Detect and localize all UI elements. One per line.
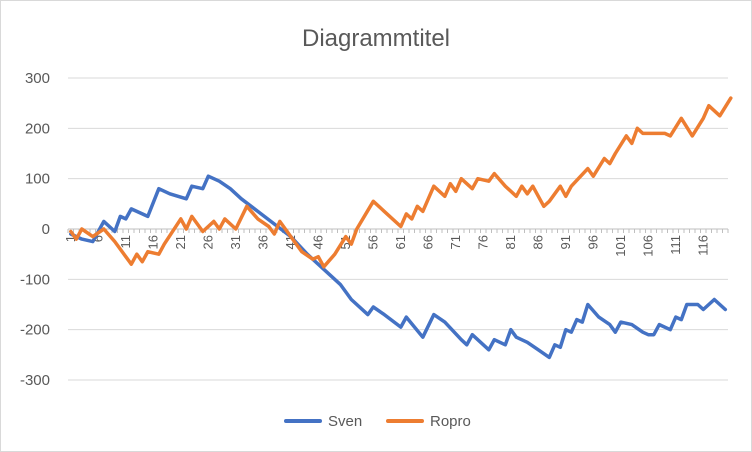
y-tick-label: 300 (25, 70, 50, 87)
y-tick-label: 0 (42, 221, 50, 238)
x-tick-label: 21 (173, 235, 188, 249)
x-tick-label: 111 (668, 235, 683, 255)
y-axis: 300 200 100 0 -100 -200 -300 (20, 70, 50, 389)
x-tick-label: 46 (310, 235, 325, 249)
x-tick-label: 116 (695, 235, 710, 256)
x-tick-label: 76 (475, 235, 490, 249)
x-tick-label: 16 (145, 235, 160, 249)
x-tick-label: 96 (585, 235, 600, 249)
legend: Sven Ropro (284, 413, 471, 430)
x-tick-label: 106 (640, 235, 655, 257)
chart-title: Diagrammtitel (302, 25, 450, 52)
series-line-ropro (69, 96, 733, 269)
legend-label-ropro: Ropro (430, 413, 471, 430)
y-tick-label: -300 (20, 372, 50, 389)
x-tick-label: 1 (63, 235, 78, 242)
x-tick-label: 6 (90, 235, 105, 242)
gridlines (68, 77, 728, 381)
legend-entry-ropro: Ropro (386, 413, 471, 430)
x-tick-label: 56 (365, 235, 380, 249)
legend-entry-sven: Sven (284, 413, 362, 430)
y-tick-label: 200 (25, 120, 50, 137)
y-tick-label: -200 (20, 322, 50, 339)
x-tick-label: 11 (118, 235, 133, 249)
series-line-sven (69, 174, 728, 360)
x-tick-label: 26 (200, 235, 215, 249)
legend-label-sven: Sven (328, 413, 362, 430)
y-tick-label: -100 (20, 271, 50, 288)
x-tick-label: 66 (420, 235, 435, 249)
x-tick-label: 81 (503, 235, 518, 249)
x-tick-label: 91 (558, 235, 573, 249)
series-lines (69, 96, 733, 360)
x-tick-label: 71 (448, 235, 463, 249)
y-tick-label: 100 (25, 171, 50, 188)
x-axis: 1 6 11 16 21 26 31 36 41 46 51 56 61 66 71 76 81 86 91 96 10… (63, 228, 729, 257)
x-tick-label: 36 (255, 235, 270, 249)
x-tick-label: 61 (393, 235, 408, 249)
x-tick-label: 101 (613, 235, 628, 257)
x-tick-label: 31 (228, 235, 243, 249)
x-tick-label: 86 (530, 235, 545, 249)
